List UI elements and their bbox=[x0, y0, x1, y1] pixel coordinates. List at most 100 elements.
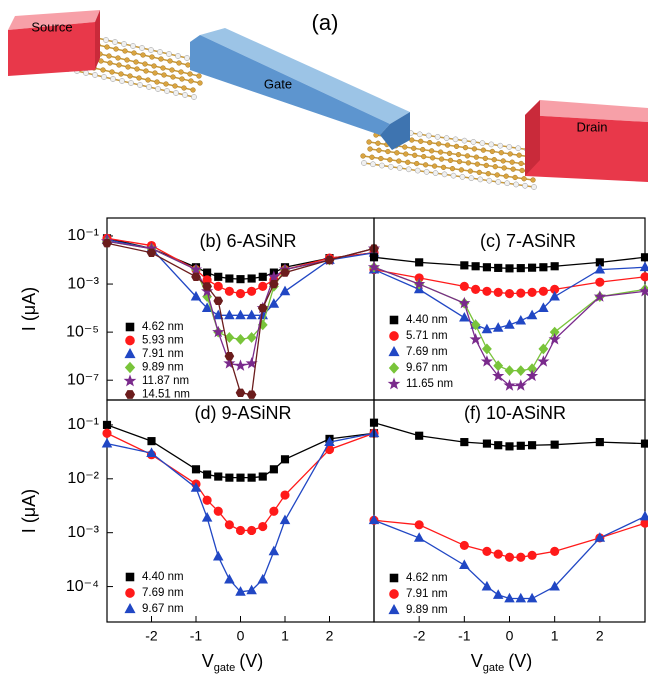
hydrogen-atom bbox=[513, 181, 519, 188]
gate-side bbox=[380, 112, 410, 150]
marker bbox=[213, 506, 223, 516]
silicon-atom bbox=[113, 46, 119, 52]
hydrogen-atom bbox=[157, 49, 163, 55]
marker bbox=[225, 473, 234, 482]
marker bbox=[640, 253, 648, 262]
hydrogen-atom bbox=[461, 137, 468, 144]
marker bbox=[190, 482, 202, 492]
silicon-atom bbox=[387, 157, 393, 163]
drain-top bbox=[525, 100, 648, 122]
marker bbox=[481, 580, 493, 591]
legend-label: 7.91 nm bbox=[406, 588, 448, 600]
silicon-atom bbox=[521, 176, 527, 182]
marker bbox=[279, 514, 291, 525]
marker bbox=[202, 282, 212, 291]
hydrogen-atom bbox=[166, 51, 172, 57]
marker bbox=[225, 274, 234, 283]
marker bbox=[324, 436, 335, 446]
silicon-atom bbox=[530, 177, 536, 183]
marker bbox=[594, 532, 606, 542]
silicon-atom bbox=[378, 155, 384, 162]
silicon-atom bbox=[467, 168, 474, 174]
hydrogen-atom bbox=[396, 165, 403, 171]
hydrogen-atom bbox=[441, 171, 448, 178]
silicon-atom bbox=[447, 157, 454, 164]
marker bbox=[247, 525, 257, 536]
gate-label: Gate bbox=[264, 76, 292, 91]
legend-marker bbox=[125, 588, 135, 598]
marker bbox=[146, 447, 157, 457]
series-line bbox=[106, 424, 375, 479]
marker bbox=[191, 465, 201, 474]
x-tick-label: 0 bbox=[506, 628, 514, 644]
silicon-atom bbox=[482, 155, 488, 162]
marker bbox=[516, 264, 525, 273]
silicon-atom bbox=[428, 148, 435, 154]
marker bbox=[527, 550, 537, 560]
silicon-atom bbox=[375, 140, 381, 146]
silicon-atom bbox=[458, 167, 465, 173]
silicon-atom bbox=[127, 73, 133, 79]
silicon-atom bbox=[422, 162, 429, 168]
hydrogen-atom bbox=[119, 78, 125, 84]
y-axis-label: I (μA) bbox=[19, 287, 39, 331]
marker bbox=[550, 546, 560, 556]
marker bbox=[504, 289, 515, 299]
marker bbox=[504, 552, 515, 562]
marker bbox=[368, 514, 380, 525]
hydrogen-atom bbox=[173, 90, 179, 96]
marker bbox=[527, 287, 537, 297]
y-tick-label: 10⁻¹ bbox=[67, 416, 99, 433]
hydrogen-atom bbox=[184, 55, 190, 61]
silicon-atom bbox=[438, 156, 445, 162]
x-tick-label: -1 bbox=[190, 628, 203, 644]
marker bbox=[480, 355, 493, 367]
silicon-atom bbox=[409, 137, 415, 143]
marker bbox=[235, 525, 246, 536]
silicon-atom bbox=[394, 150, 400, 156]
marker bbox=[280, 455, 290, 464]
marker bbox=[526, 309, 538, 320]
marker bbox=[369, 418, 379, 427]
silicon-atom bbox=[512, 174, 518, 181]
y-tick-label: 10⁻² bbox=[67, 470, 99, 487]
hydrogen-atom bbox=[121, 41, 127, 47]
hydrogen-atom bbox=[379, 162, 385, 169]
hydrogen-atom bbox=[164, 88, 170, 94]
silicon-atom bbox=[188, 78, 194, 84]
marker bbox=[224, 573, 235, 584]
marker bbox=[481, 343, 492, 355]
drain-label: Drain bbox=[576, 119, 607, 134]
marker bbox=[224, 332, 235, 343]
marker bbox=[528, 263, 537, 272]
panel-label: (a) bbox=[312, 10, 339, 35]
marker bbox=[246, 584, 257, 595]
silicon-atom bbox=[376, 147, 382, 153]
marker bbox=[548, 332, 561, 345]
marker bbox=[459, 559, 470, 570]
silicon-atom bbox=[160, 65, 166, 71]
hydrogen-atom bbox=[434, 133, 441, 140]
marker bbox=[102, 420, 112, 429]
marker bbox=[503, 379, 516, 391]
silicon-atom bbox=[474, 161, 481, 167]
marker bbox=[324, 255, 335, 265]
silicon-atom bbox=[172, 83, 178, 89]
marker bbox=[269, 506, 279, 516]
silicon-atom bbox=[507, 151, 513, 157]
legend-marker bbox=[125, 322, 135, 332]
silicon-atom bbox=[366, 139, 372, 145]
silicon-atom bbox=[169, 67, 175, 73]
silicon-atom bbox=[134, 66, 140, 72]
marker bbox=[268, 545, 280, 556]
hydrogen-atom bbox=[361, 160, 367, 166]
silicon-atom bbox=[444, 142, 451, 148]
marker bbox=[538, 302, 549, 312]
hydrogen-atom bbox=[110, 76, 116, 82]
x-tick-label: -1 bbox=[458, 628, 471, 644]
source-label: Source bbox=[31, 19, 72, 34]
silicon-atom bbox=[491, 157, 497, 163]
marker bbox=[224, 309, 235, 320]
silicon-atom bbox=[456, 158, 463, 165]
silicon-atom bbox=[360, 153, 366, 159]
